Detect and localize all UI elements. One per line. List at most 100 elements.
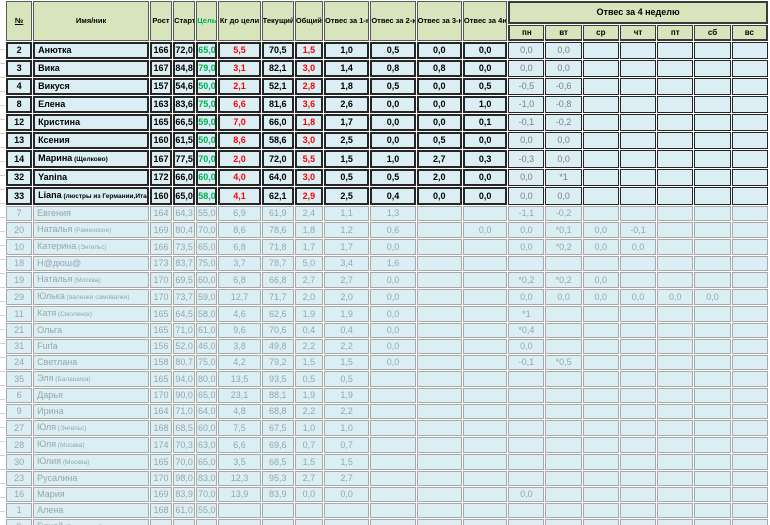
value-cell[interactable]: 0,4 [294,323,324,338]
value-cell[interactable]: 59,0 [196,114,218,131]
value-cell[interactable] [416,239,462,255]
value-cell[interactable] [694,323,731,338]
value-cell[interactable] [694,437,731,453]
value-cell[interactable] [694,487,731,502]
value-cell[interactable] [370,487,416,502]
value-cell[interactable]: 0,0 [508,339,545,354]
value-cell[interactable]: 84,8 [173,60,196,77]
row-number-cell[interactable]: 29 [6,289,33,305]
header-start-weight[interactable]: Старт. вес [173,1,196,41]
row-number-cell[interactable]: 4 [6,78,33,95]
value-cell[interactable] [694,371,731,387]
value-cell[interactable] [545,323,582,338]
value-cell[interactable]: 0,5 [462,78,508,95]
name-cell[interactable]: Катерина (Энгельс) [33,239,149,255]
value-cell[interactable] [582,132,619,149]
value-cell[interactable]: 0,0 [545,150,582,168]
value-cell[interactable]: 0,0 [416,96,462,113]
value-cell[interactable] [694,306,731,322]
row-number-cell[interactable]: 18 [6,256,33,271]
value-cell[interactable]: 94,0 [173,371,196,387]
value-cell[interactable]: 64,3 [173,206,196,221]
value-cell[interactable]: 73,7 [173,289,196,305]
value-cell[interactable] [731,471,768,486]
value-cell[interactable]: 1,0 [324,42,370,59]
value-cell[interactable] [694,503,731,518]
value-cell[interactable] [619,503,657,518]
value-cell[interactable]: 65,0 [173,187,196,205]
value-cell[interactable] [694,132,731,149]
value-cell[interactable]: 13,9 [218,487,261,502]
value-cell[interactable] [462,404,508,419]
value-cell[interactable]: 66,5 [173,114,196,131]
value-cell[interactable]: 1,8 [294,222,324,238]
value-cell[interactable]: 3,6 [294,96,324,113]
value-cell[interactable]: 0,0 [294,487,324,502]
value-cell[interactable]: 2,8 [294,78,324,95]
header-height[interactable]: Рост [149,1,173,41]
value-cell[interactable] [619,454,657,470]
value-cell[interactable]: -0,2 [545,114,582,131]
value-cell[interactable]: 1,0 [370,150,416,168]
value-cell[interactable]: 0,0 [370,306,416,322]
value-cell[interactable] [619,206,657,221]
value-cell[interactable]: 0,4 [370,187,416,205]
value-cell[interactable] [370,519,416,525]
value-cell[interactable] [462,256,508,271]
value-cell[interactable]: 83,7 [173,256,196,271]
value-cell[interactable]: 2,7 [416,150,462,168]
name-cell[interactable]: Викуся [33,78,149,95]
value-cell[interactable] [619,371,657,387]
value-cell[interactable] [657,187,694,205]
value-cell[interactable] [582,78,619,95]
value-cell[interactable] [694,187,731,205]
value-cell[interactable] [462,323,508,338]
value-cell[interactable] [694,388,731,403]
value-cell[interactable]: 6,9 [218,206,261,221]
value-cell[interactable] [657,114,694,131]
value-cell[interactable] [657,132,694,149]
value-cell[interactable]: 1,0 [294,420,324,436]
value-cell[interactable]: 0,0 [416,187,462,205]
value-cell[interactable]: 6,6 [218,96,261,113]
value-cell[interactable] [462,339,508,354]
value-cell[interactable] [657,222,694,238]
row-number-cell[interactable]: 19 [6,272,33,288]
value-cell[interactable] [657,78,694,95]
value-cell[interactable]: 5,0 [294,256,324,271]
value-cell[interactable]: 8,6 [218,132,261,149]
value-cell[interactable]: 1,8 [324,78,370,95]
value-cell[interactable]: 58,0 [196,187,218,205]
value-cell[interactable]: 90,0 [173,388,196,403]
value-cell[interactable] [694,519,731,525]
value-cell[interactable]: 60,0 [196,169,218,186]
value-cell[interactable] [324,503,370,518]
value-cell[interactable]: 69,6 [261,437,294,453]
header-day-tue[interactable]: вт [545,25,582,41]
value-cell[interactable]: *0,5 [545,355,582,370]
row-number-cell[interactable]: 11 [6,306,33,322]
value-cell[interactable]: 1,9 [294,306,324,322]
value-cell[interactable]: 59,0 [196,289,218,305]
value-cell[interactable] [619,388,657,403]
value-cell[interactable]: *1 [508,306,545,322]
value-cell[interactable] [619,471,657,486]
name-cell[interactable]: Наталья (Москва) [33,272,149,288]
value-cell[interactable]: 68,8 [261,404,294,419]
value-cell[interactable] [731,239,768,255]
value-cell[interactable]: 55,0 [196,503,218,518]
name-cell[interactable]: Дарья [33,388,149,403]
value-cell[interactable] [694,114,731,131]
value-cell[interactable] [416,289,462,305]
value-cell[interactable]: 2,1 [218,78,261,95]
value-cell[interactable] [508,256,545,271]
name-cell[interactable]: Юлька (валенки самовалки) [33,289,149,305]
value-cell[interactable] [370,437,416,453]
value-cell[interactable] [416,206,462,221]
value-cell[interactable] [657,388,694,403]
value-cell[interactable] [462,371,508,387]
value-cell[interactable]: 1,5 [294,42,324,59]
value-cell[interactable]: -0,6 [545,78,582,95]
value-cell[interactable]: 2,2 [324,339,370,354]
value-cell[interactable] [582,187,619,205]
